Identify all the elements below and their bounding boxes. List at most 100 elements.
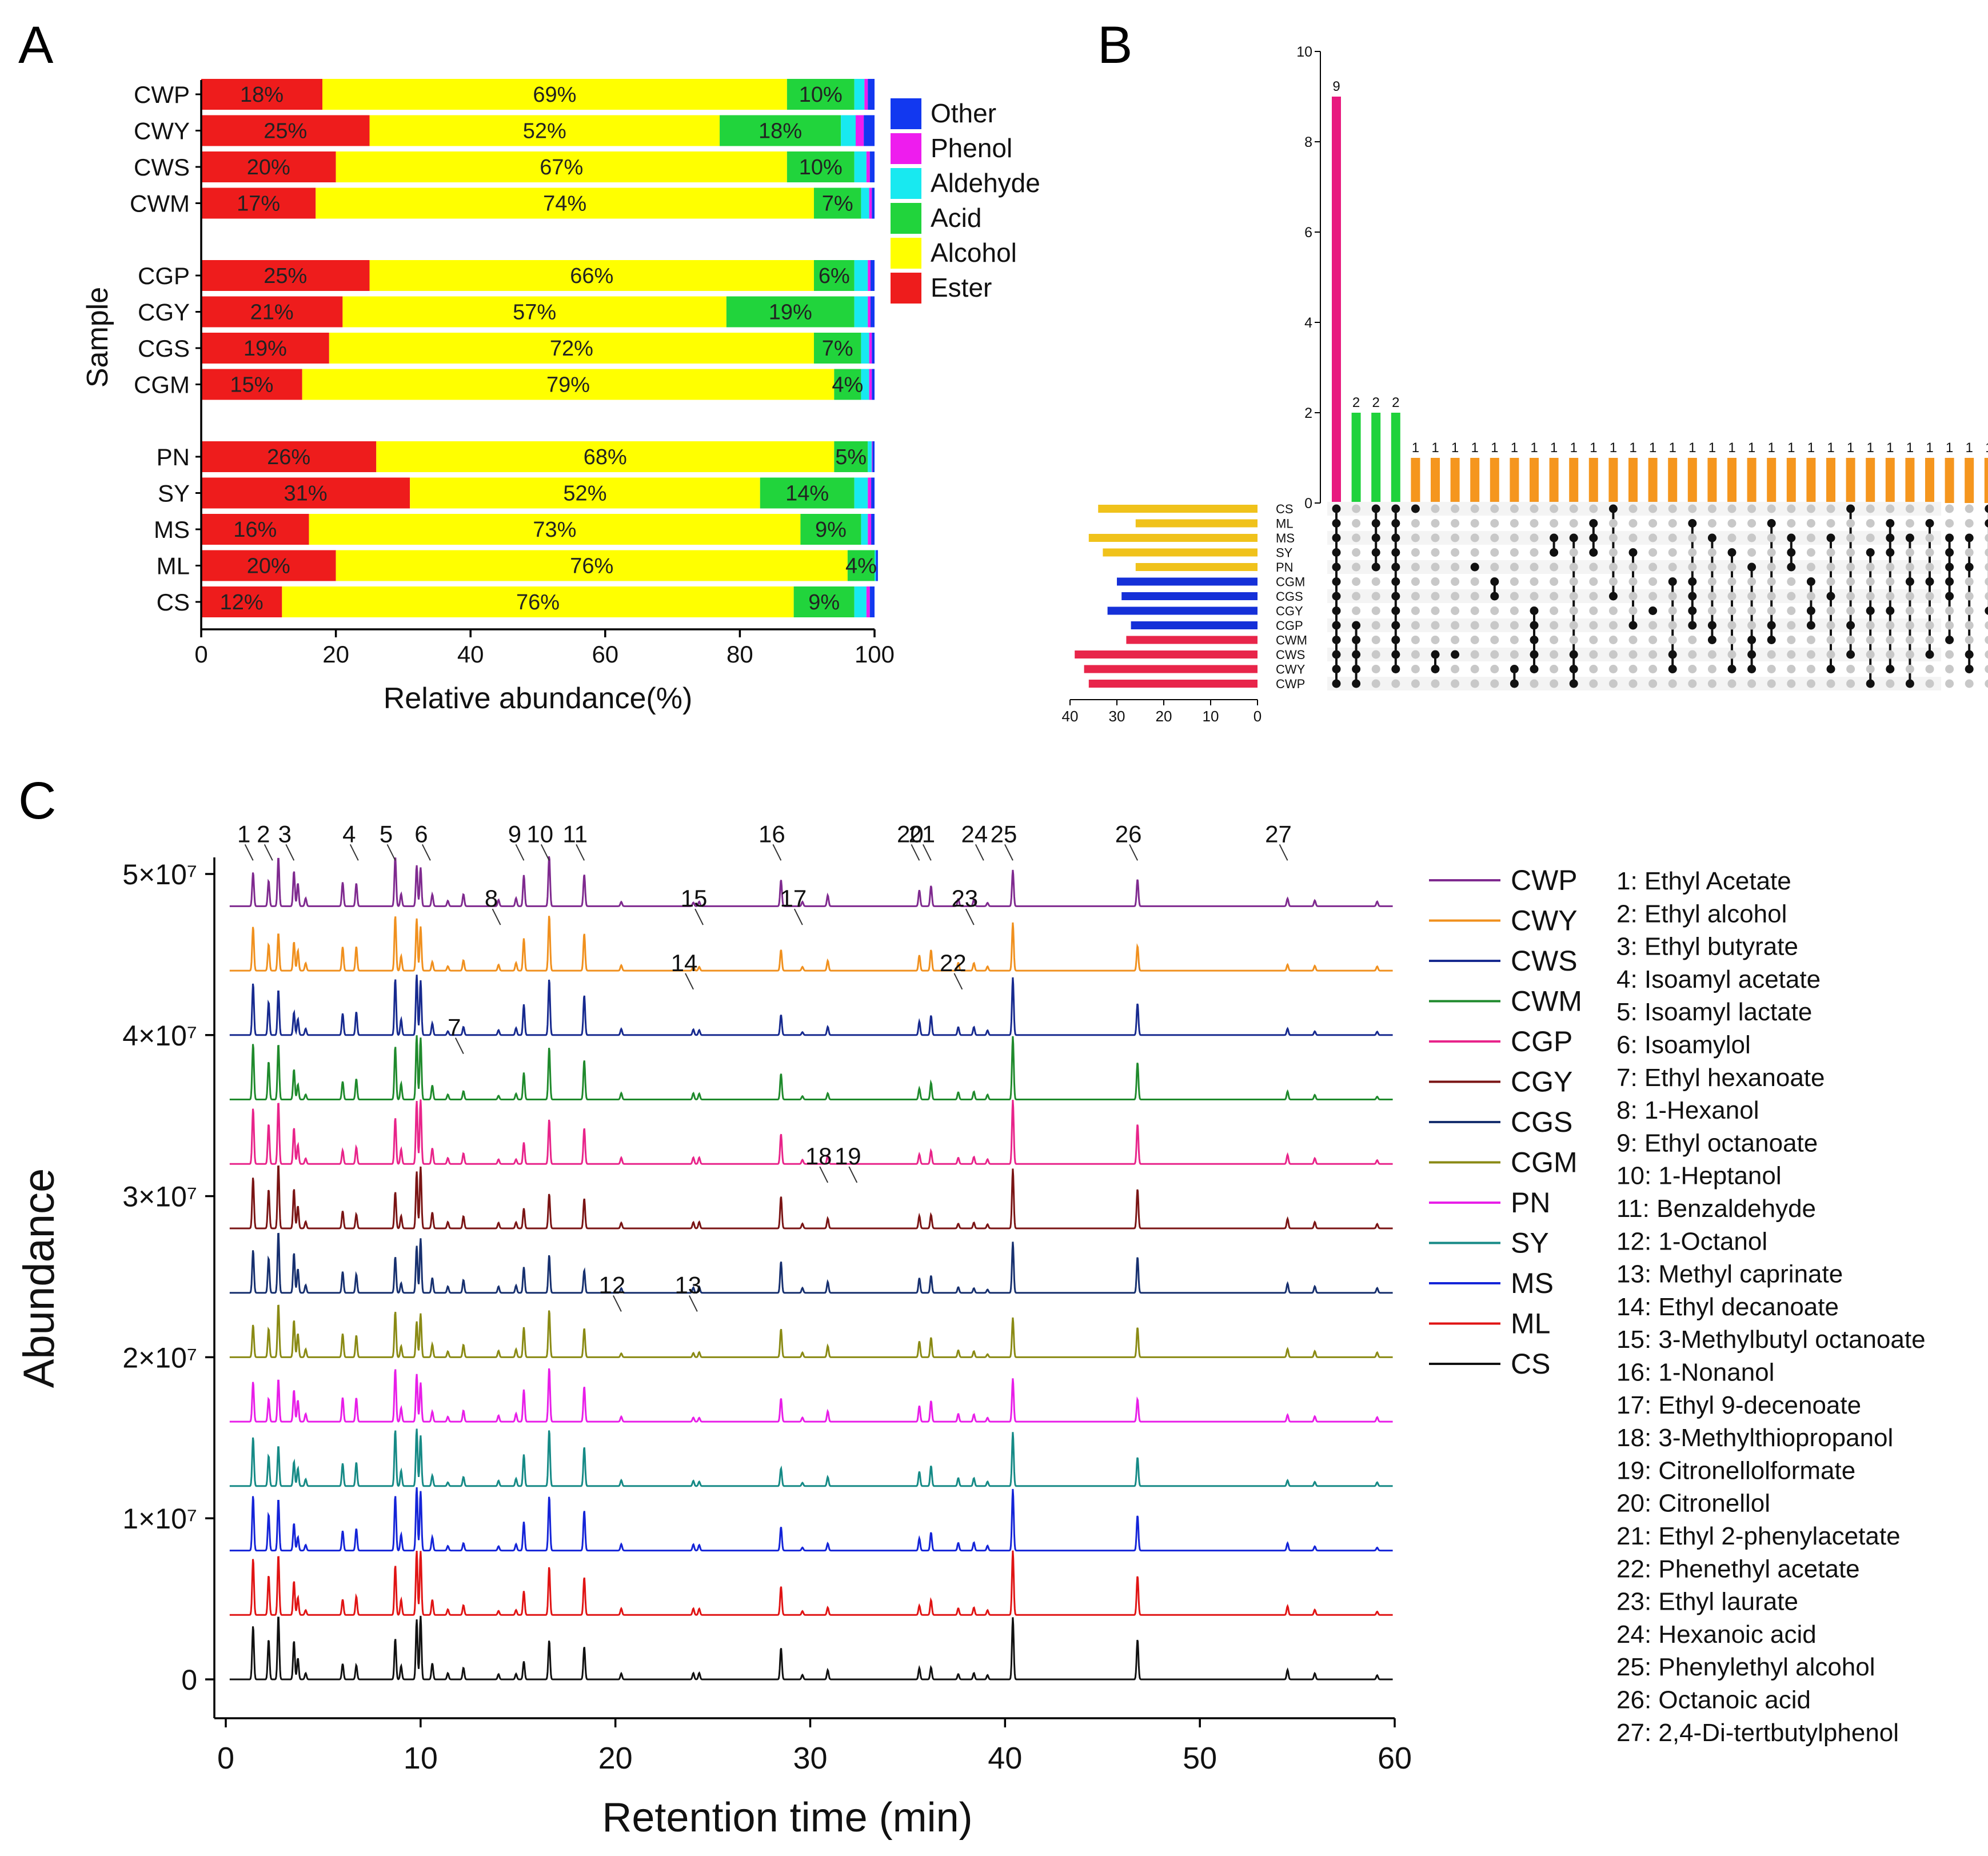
- bar-label-cgm-ester: 15%: [230, 373, 273, 397]
- legend-label-acid: Acid: [931, 203, 981, 233]
- x-tick-label-20: 20: [598, 1741, 633, 1775]
- set-size-bar-cs: [1098, 505, 1258, 513]
- matrix-dot-23-cgm: [1787, 577, 1796, 586]
- matrix-dot-16-sy: [1648, 548, 1658, 557]
- compound-label-6: 6: Isoamylol: [1616, 1031, 1751, 1059]
- bar-row-cwp: 18% 69% 10%: [201, 79, 875, 110]
- matrix-dot-9-cs: [1510, 504, 1519, 513]
- matrix-dot-18-sy: [1688, 548, 1697, 557]
- matrix-dot-13-cgs: [1589, 592, 1598, 601]
- matrix-dot-27-cws: [1866, 650, 1875, 659]
- legend-swatch-aldehyde: [891, 168, 921, 199]
- bar-segment-cgy-phenol: [868, 296, 871, 328]
- peak-annotation-leader-23: [965, 908, 975, 925]
- set-label-cwy: CWY: [1276, 662, 1306, 677]
- matrix-dot-7-cwp: [1470, 679, 1479, 688]
- matrix-dot-23-cwp: [1787, 679, 1796, 688]
- matrix-dot-11-sy: [1550, 548, 1559, 557]
- peak-annotation-leader-22: [953, 973, 963, 990]
- peak-annotation-13: 13: [674, 1271, 701, 1298]
- intersection-bar-0: [1332, 97, 1341, 503]
- matrix-dot-6-cwm: [1451, 636, 1460, 644]
- peak-annotation-26: 26: [1115, 820, 1142, 847]
- matrix-dot-9-pn: [1510, 562, 1519, 572]
- matrix-dot-0-cs: [1332, 504, 1341, 513]
- x-tick-label-60: 60: [592, 641, 618, 668]
- series-legend-label-cwp: CWP: [1511, 864, 1578, 896]
- matrix-dot-13-cws: [1589, 650, 1598, 659]
- y-tick-label-cgy: CGY: [138, 299, 190, 326]
- chromatogram-line-ml: [229, 1550, 1393, 1616]
- matrix-dot-4-ms: [1411, 533, 1420, 542]
- bar-segment-cgs-other: [872, 333, 875, 364]
- intersection-bar-28: [1885, 458, 1895, 503]
- intersection-bar-label-30: 1: [1926, 440, 1933, 456]
- matrix-dot-15-cwp: [1628, 679, 1638, 688]
- set-size-tick-label-10: 10: [1203, 708, 1219, 725]
- intersection-bar-8: [1490, 458, 1499, 503]
- bar-label-cgm-acid: 4%: [832, 373, 863, 397]
- peak-annotation-leader-10: [540, 844, 550, 861]
- bar-segment-cwy-alcohol: [369, 115, 720, 146]
- intersection-bar-10: [1530, 458, 1539, 503]
- matrix-dot-9-cwp: [1510, 679, 1519, 688]
- set-size-tick-label-40: 40: [1062, 708, 1079, 725]
- bar-label-cws-alcohol: 67%: [540, 155, 583, 179]
- matrix-dot-25-sy: [1826, 548, 1835, 557]
- bar-segment-sy-other: [871, 477, 875, 509]
- matrix-dot-27-cgm: [1866, 577, 1875, 586]
- legend-swatch-alcohol: [891, 238, 921, 269]
- matrix-dot-9-cwy: [1510, 665, 1519, 673]
- chromatogram-line-cgs: [229, 1232, 1393, 1294]
- matrix-dot-9-cgs: [1510, 592, 1519, 601]
- compound-label-21: 21: Ethyl 2-phenylacetate: [1616, 1522, 1901, 1550]
- matrix-dot-20-ml: [1727, 519, 1736, 528]
- bar-segment-cgp-acid: [813, 260, 855, 291]
- matrix-dot-17-cgs: [1668, 592, 1677, 601]
- matrix-dot-19-ml: [1707, 519, 1716, 528]
- matrix-dot-33-cgy: [1985, 606, 1988, 615]
- matrix-dot-31-cwm: [1945, 636, 1954, 644]
- matrix-dot-21-cgm: [1747, 577, 1757, 586]
- intersection-bar-label-4: 1: [1412, 440, 1419, 456]
- matrix-dot-14-cgp: [1608, 621, 1618, 630]
- matrix-dot-16-ms: [1648, 533, 1658, 542]
- matrix-dot-6-cwy: [1451, 665, 1460, 673]
- y-tick-label-cgp: CGP: [138, 262, 190, 289]
- set-size-bar-cgp: [1131, 621, 1258, 629]
- matrix-dot-33-sy: [1985, 548, 1988, 557]
- matrix-dot-5-cgm: [1431, 577, 1440, 586]
- x-axis-title: Retention time (min): [602, 1795, 972, 1841]
- matrix-dot-16-cs: [1648, 504, 1658, 513]
- matrix-dot-33-cgm: [1985, 577, 1988, 586]
- matrix-dot-10-cs: [1530, 504, 1539, 513]
- matrix-dot-19-cgs: [1707, 592, 1716, 601]
- matrix-dot-6-cgp: [1451, 621, 1460, 630]
- intersection-bar-label-13: 1: [1590, 440, 1597, 456]
- peak-annotation-14: 14: [671, 949, 698, 976]
- matrix-dot-19-cgy: [1707, 606, 1716, 615]
- matrix-dot-15-sy: [1628, 548, 1638, 557]
- intersection-bar-27: [1866, 458, 1875, 503]
- intersection-bar-label-19: 1: [1708, 440, 1716, 456]
- peak-annotation-9: 9: [508, 820, 521, 847]
- chromatogram-line-ms: [229, 1487, 1393, 1552]
- matrix-dot-23-cgy: [1787, 606, 1796, 615]
- matrix-dot-3-cgy: [1391, 606, 1400, 615]
- matrix-dot-12-ml: [1569, 519, 1578, 528]
- legend-swatch-phenol: [891, 133, 921, 164]
- matrix-dot-10-pn: [1530, 562, 1539, 572]
- bar-segment-sy-alcohol: [410, 477, 760, 509]
- matrix-dot-17-cwp: [1668, 679, 1677, 688]
- matrix-dot-18-cgm: [1688, 577, 1697, 586]
- matrix-dot-13-ms: [1589, 533, 1598, 542]
- intersection-bar-label-21: 1: [1748, 440, 1755, 456]
- intersection-bar-label-25: 1: [1827, 440, 1834, 456]
- matrix-dot-8-cgs: [1490, 592, 1499, 601]
- matrix-dot-29-cwm: [1905, 636, 1914, 644]
- bar-label-cgm-alcohol: 79%: [546, 373, 590, 397]
- matrix-dot-28-cgs: [1886, 592, 1895, 601]
- matrix-dot-11-cwm: [1550, 636, 1559, 644]
- matrix-dot-20-cwy: [1727, 665, 1736, 673]
